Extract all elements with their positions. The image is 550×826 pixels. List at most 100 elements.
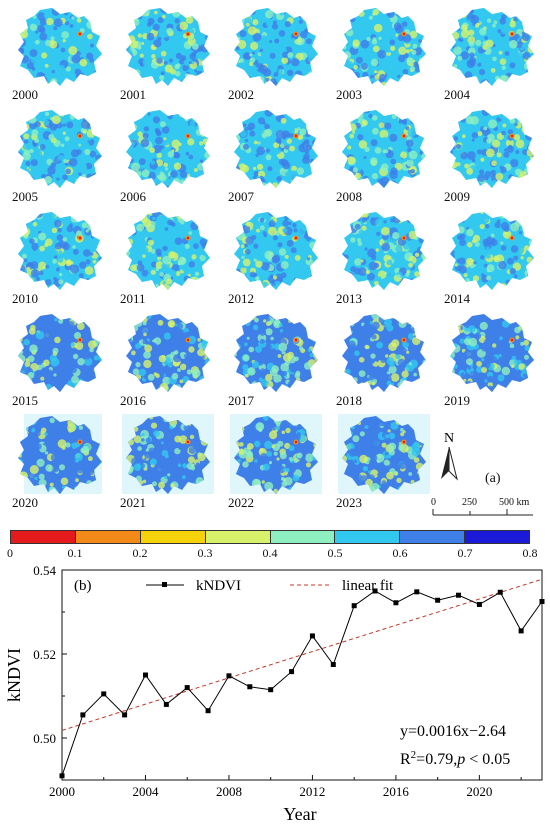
colorbar-segment-7 [465,531,529,543]
x-tick-label: 2016 [383,784,410,799]
x-tick-label: 2020 [466,784,492,799]
map-raster-2014 [450,212,534,290]
colorbar-tick: 0.7 [457,546,473,560]
year-label: 2015 [12,393,38,408]
map-2003: 2003 [334,4,434,102]
colorbar-segment-1 [75,531,141,543]
year-label: 2006 [120,189,146,204]
colorbar-tick: 0.6 [392,546,408,560]
map-raster-2000 [18,8,102,86]
kndvi-point-2003 [122,712,128,718]
map-grid: 2000 2001 2002 2003 2004 2005 2006 2007 2008 2009… [10,4,542,510]
map-2019: 2019 [442,310,542,408]
map-2010: 2010 [10,208,110,306]
panel-a-label: (a) [485,471,501,486]
map-raster-2015 [18,314,102,392]
colorbar-tick: 0.2 [132,546,148,560]
year-label: 2007 [228,189,254,204]
map-raster-2004 [450,8,534,86]
colorbar-tick: 0.8 [522,546,538,560]
year-label: 2017 [228,393,254,408]
kndvi-point-2001 [80,712,86,718]
map-raster-2007 [234,110,318,188]
kndvi-point-2020 [476,601,482,607]
map-raster-2005 [18,110,102,188]
kndvi-point-2016 [393,600,399,606]
map-raster-2006 [126,110,210,188]
r2-annotation: R2=0.79,p < 0.05 [400,749,510,768]
year-label: 2013 [336,291,362,306]
map-2023: 2023 [334,412,434,510]
kndvi-point-2021 [497,589,503,595]
equation-annotation: y=0.0016x−2.64 [400,723,506,740]
x-tick-label: 2008 [216,784,242,799]
year-label: 2022 [228,495,254,510]
north-label: N [444,431,454,446]
map-2015: 2015 [10,310,110,408]
kndvi-series-line [61,590,543,776]
map-raster-2016 [126,314,210,392]
map-2011: 2011 [118,208,218,306]
year-label: 2019 [444,393,470,408]
map-annotations: N (a) 0 250 500 km [425,425,545,525]
map-2000: 2000 [10,4,110,102]
year-label: 2011 [120,291,146,306]
map-raster-2017 [234,314,318,392]
map-raster-2022 [230,414,322,494]
y-axis-label: kNDVI [4,648,24,702]
map-raster-2003 [342,8,426,86]
kndvi-point-2005 [163,701,169,707]
map-raster-2011 [126,212,210,290]
year-label: 2021 [120,495,146,510]
map-2008: 2008 [334,106,434,204]
scale-tick-0: 0 [431,497,436,508]
map-raster-2010 [18,212,102,290]
map-raster-2019 [450,314,534,392]
kndvi-point-2018 [435,597,441,603]
map-raster-2002 [234,8,318,86]
year-label: 2004 [444,87,470,102]
plot-frame [61,569,543,781]
kndvi-point-2006 [184,685,190,691]
colorbar-segment-4 [270,531,336,543]
x-axis-label: Year [283,804,316,824]
year-label: 2001 [120,87,146,102]
map-2021: 2021 [118,412,218,510]
year-label: 2009 [444,189,470,204]
map-2002: 2002 [226,4,326,102]
map-2016: 2016 [118,310,218,408]
y-tick-label: 0.52 [33,647,56,662]
map-raster-2013 [342,212,426,290]
scale-tick-500: 500 km [499,497,530,508]
legend-kndvi-marker [162,582,167,587]
kndvi-point-2022 [518,628,524,634]
colorbar-tick: 0 [7,546,13,560]
map-raster-2020 [18,414,102,494]
map-2004: 2004 [442,4,542,102]
kndvi-point-2023 [539,599,545,604]
x-tick-label: 2012 [299,784,325,799]
kndvi-point-2013 [330,662,336,667]
map-2022: 2022 [226,412,326,510]
colorbar-tick: 0.4 [262,546,278,560]
legend-fit-label: linear fit [342,578,394,594]
map-2007: 2007 [226,106,326,204]
map-2012: 2012 [226,208,326,306]
colorbar-segment-2 [140,531,206,543]
map-2001: 2001 [118,4,218,102]
map-raster-2012 [234,212,318,290]
legend-kndvi-label: kNDVI [196,578,241,594]
kndvi-point-2015 [372,588,378,594]
kndvi-point-2017 [414,589,420,595]
colorbar-segment-0 [11,531,76,543]
linear-fit-line [61,578,543,731]
kndvi-point-2002 [101,691,107,697]
map-raster-2008 [342,110,426,188]
kndvi-point-2019 [456,592,462,598]
year-label: 2023 [336,495,362,510]
year-label: 2000 [12,87,38,102]
map-2013: 2013 [334,208,434,306]
year-label: 2012 [228,291,254,306]
map-2020: 2020 [10,412,110,510]
colorbar-ticks: 0 0.1 0.2 0.3 0.4 0.5 0.6 0.7 0.8 [0,546,550,560]
